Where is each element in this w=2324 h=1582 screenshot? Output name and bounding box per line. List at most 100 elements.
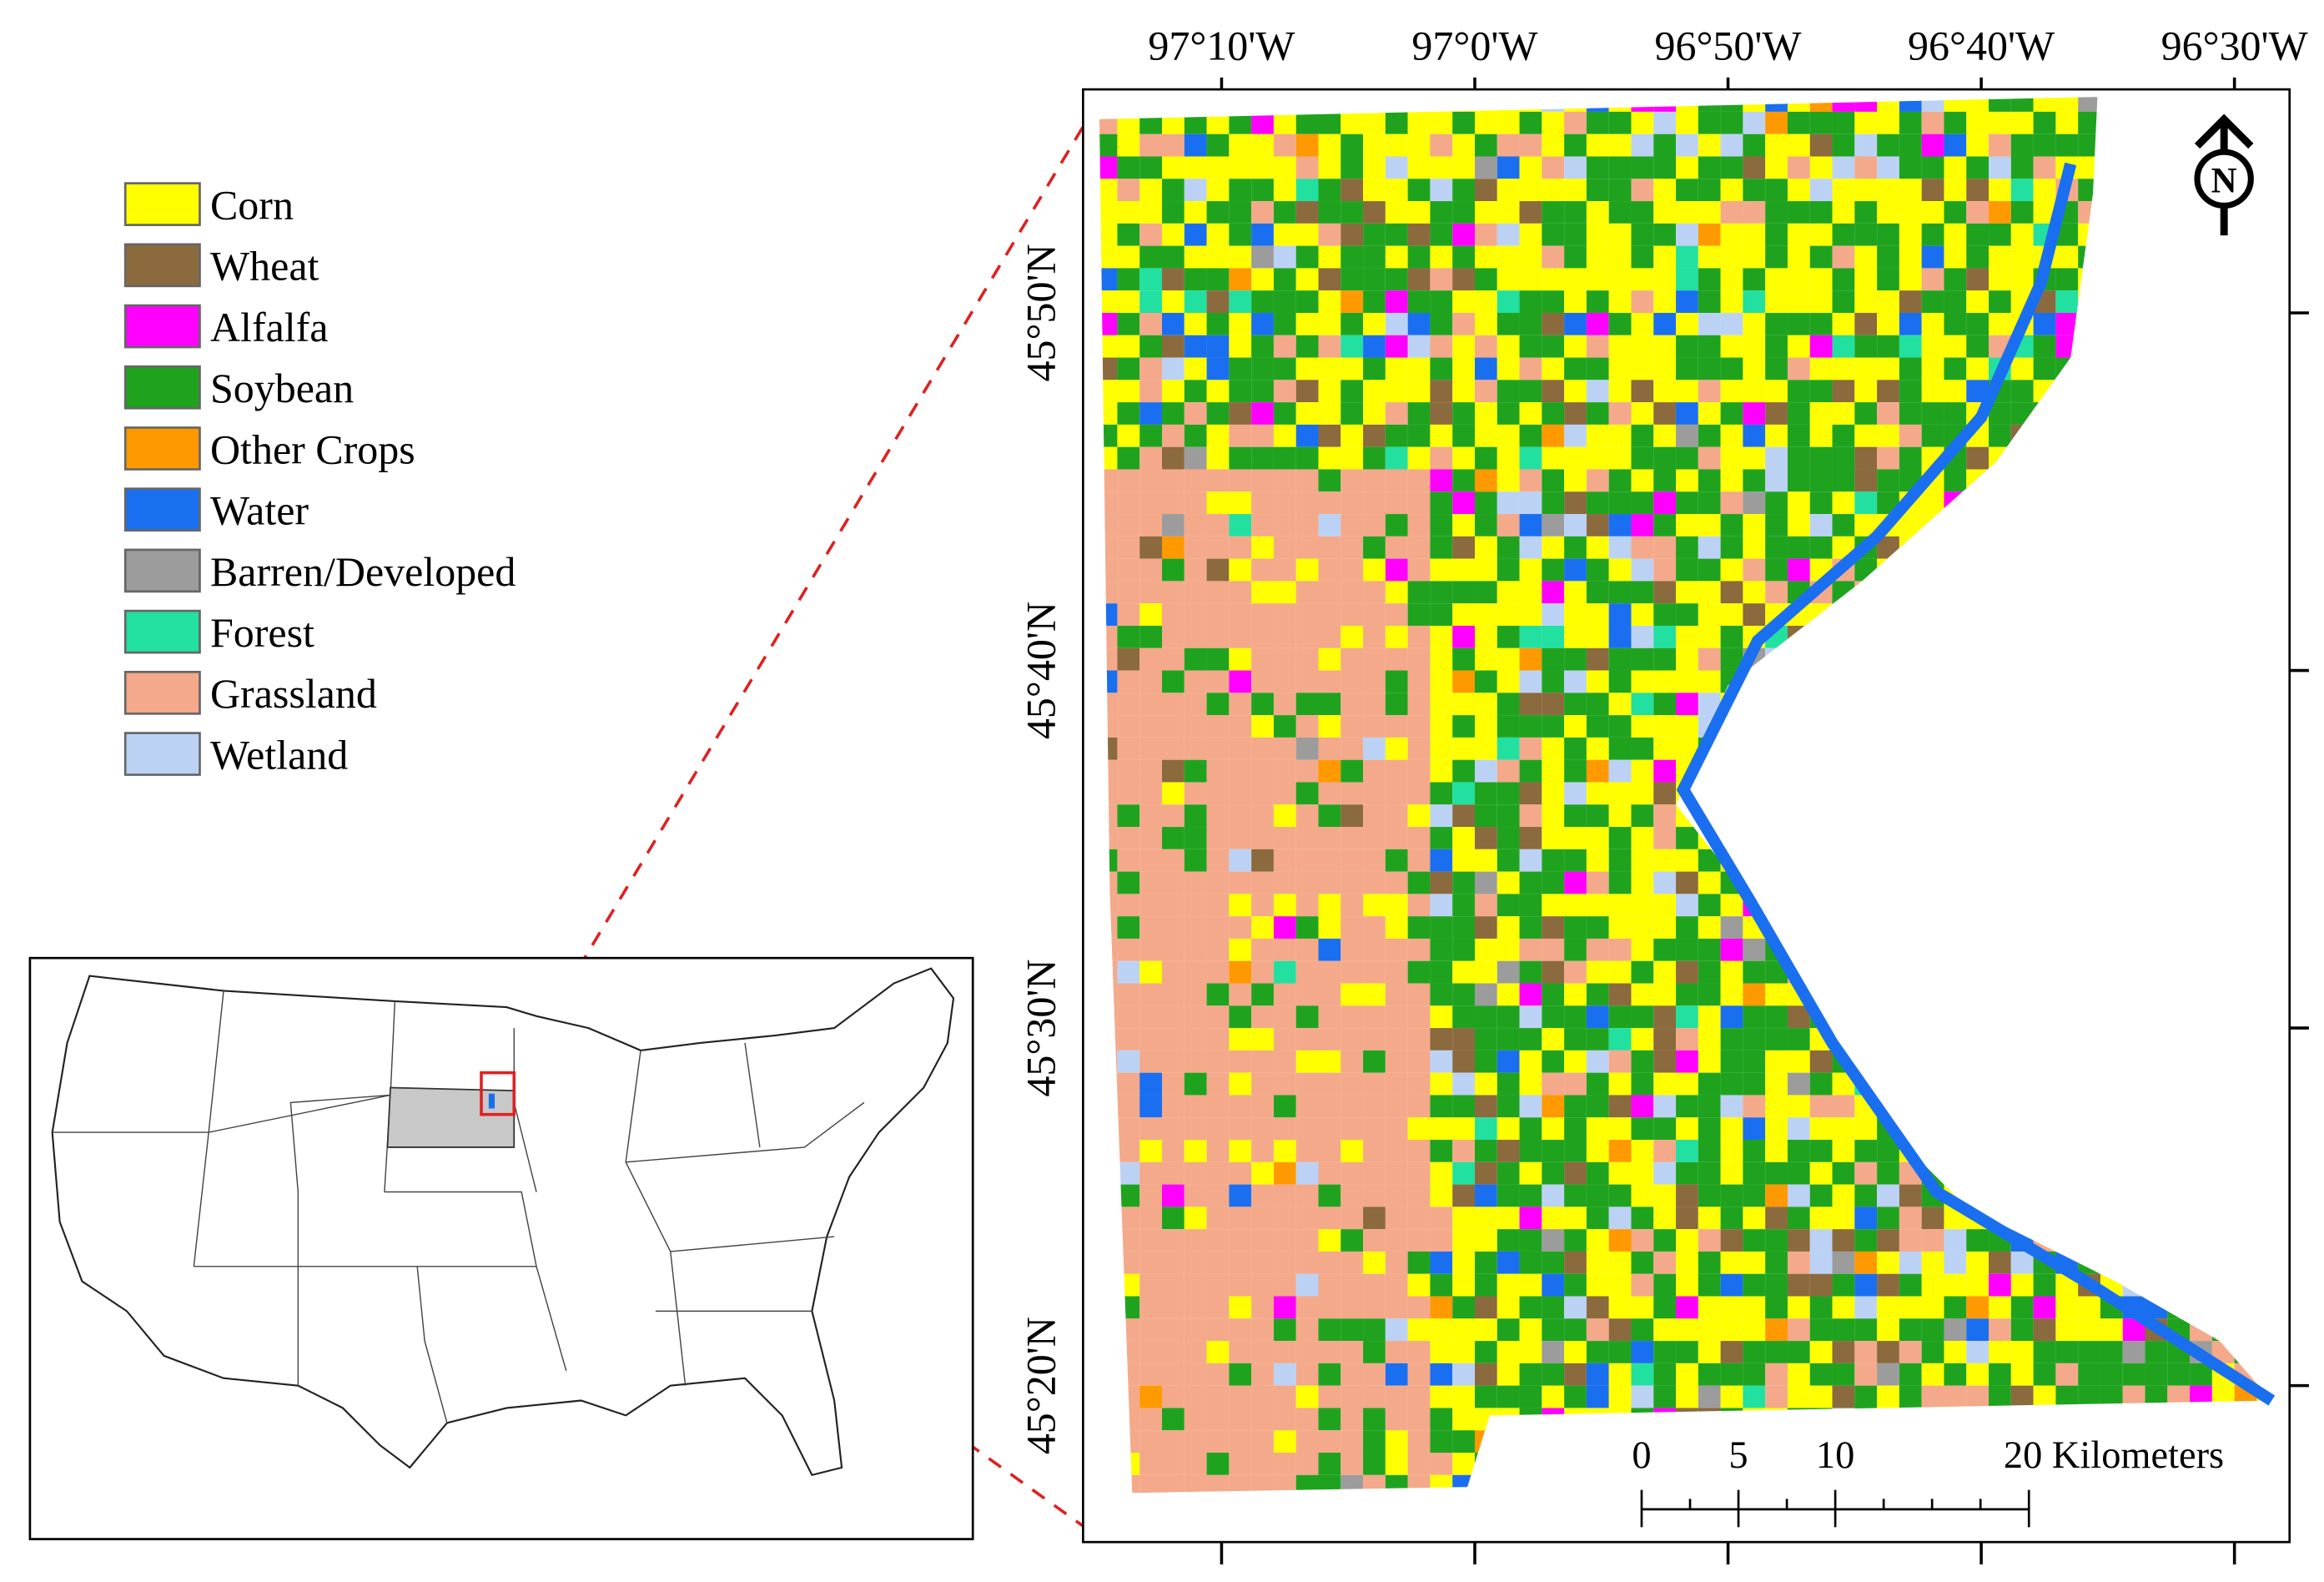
field — [1452, 603, 1475, 626]
field — [1653, 156, 1677, 179]
field — [1631, 647, 1654, 671]
scale-label: 20 Kilometers — [2004, 1434, 2224, 1477]
field — [1430, 1050, 1453, 1073]
field — [1787, 514, 1810, 537]
field — [1676, 715, 1698, 738]
field — [1452, 1273, 1475, 1297]
field — [1184, 715, 1207, 738]
field — [1542, 1273, 1565, 1297]
field — [1295, 1474, 1319, 1494]
field — [1765, 380, 1788, 403]
field — [1564, 625, 1587, 648]
field — [1966, 312, 1989, 335]
field — [1318, 1117, 1341, 1141]
field — [1341, 670, 1364, 693]
field — [1899, 223, 1922, 246]
field — [1295, 1385, 1319, 1408]
field — [1809, 357, 1833, 380]
field — [1720, 603, 1743, 626]
field — [1944, 134, 1967, 157]
field — [1407, 491, 1431, 515]
field — [1631, 156, 1654, 179]
field — [1251, 1318, 1274, 1342]
field — [1295, 335, 1319, 358]
field — [1519, 670, 1542, 693]
field — [2055, 111, 2079, 134]
field — [1497, 603, 1520, 626]
field — [1474, 424, 1497, 447]
field — [1452, 581, 1475, 604]
field — [1877, 1184, 1899, 1207]
field — [1497, 111, 1520, 134]
field — [1341, 1251, 1364, 1274]
field — [1720, 245, 1743, 269]
field — [1854, 424, 1878, 447]
field — [1877, 223, 1899, 246]
south-dakota — [386, 1086, 516, 1148]
field — [1474, 134, 1497, 157]
field — [1407, 849, 1431, 872]
field — [1452, 1050, 1475, 1073]
field — [1631, 446, 1654, 470]
field — [1273, 804, 1296, 828]
field — [1631, 670, 1654, 693]
field — [1720, 424, 1743, 447]
field — [1586, 916, 1609, 939]
legend-swatch — [123, 182, 201, 226]
field — [1720, 1140, 1743, 1162]
field — [1385, 223, 1408, 246]
field — [1452, 491, 1475, 515]
field — [1743, 357, 1766, 380]
field — [1341, 290, 1364, 313]
field — [1407, 1095, 1431, 1118]
field — [1117, 1028, 1140, 1050]
field — [1251, 804, 1274, 828]
field — [1519, 1028, 1542, 1050]
field — [1832, 179, 1855, 202]
field — [1542, 1341, 1565, 1363]
field — [1519, 1005, 1542, 1029]
field — [1117, 960, 1140, 984]
field — [1720, 938, 1743, 961]
field — [1363, 469, 1386, 492]
field — [1430, 1184, 1453, 1207]
field — [1564, 849, 1587, 872]
field — [1139, 402, 1162, 425]
field — [1542, 715, 1565, 738]
field — [1989, 179, 2011, 202]
field — [1452, 179, 1475, 202]
field — [1318, 357, 1341, 380]
field — [2078, 1341, 2100, 1363]
field — [1608, 111, 1632, 134]
field — [1743, 1184, 1766, 1207]
field — [1273, 938, 1296, 961]
field — [1099, 134, 1118, 157]
field — [1653, 134, 1677, 157]
field — [1430, 693, 1453, 716]
field — [1809, 1095, 1833, 1118]
field — [1273, 1072, 1296, 1096]
field — [1921, 1229, 1944, 1252]
field — [1318, 916, 1341, 939]
field — [1273, 894, 1296, 917]
field — [1251, 1072, 1274, 1096]
field — [1832, 1296, 1855, 1319]
field — [1341, 111, 1364, 134]
field — [1586, 290, 1609, 313]
field — [1452, 1430, 1475, 1454]
field — [1631, 894, 1654, 917]
field — [1341, 1117, 1364, 1141]
field — [1407, 223, 1431, 246]
field — [2010, 380, 2034, 403]
field — [1139, 1140, 1162, 1162]
field — [1720, 1363, 1743, 1386]
field — [1631, 558, 1654, 582]
legend-swatch — [123, 670, 201, 715]
field — [1229, 871, 1252, 894]
field — [1474, 558, 1497, 582]
field — [1430, 111, 1453, 134]
field — [1877, 424, 1899, 447]
field — [1139, 1341, 1162, 1363]
field — [1676, 916, 1698, 939]
field — [1139, 1296, 1162, 1319]
